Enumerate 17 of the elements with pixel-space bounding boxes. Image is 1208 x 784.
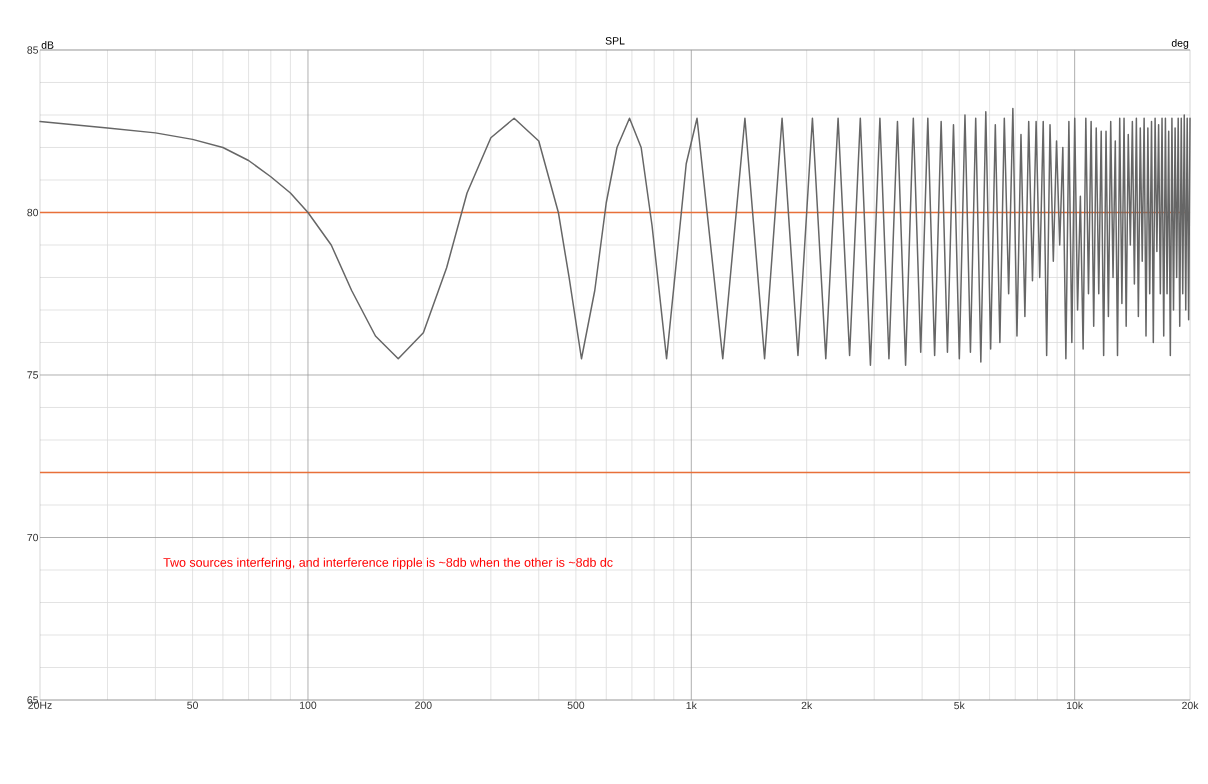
x-tick-label: 100 xyxy=(300,701,317,709)
x-tick-label: 1k xyxy=(686,701,697,710)
annotation: Two sources interfering, and interference ripple is ~8db when the other is ~8db dc xyxy=(163,557,613,570)
y-axis-title: dB xyxy=(41,41,54,49)
y-tick-label: 75 xyxy=(27,371,39,379)
y2-axis-title: deg xyxy=(1171,39,1189,49)
x-tick-label: 200 xyxy=(415,701,432,709)
x-tick-label: 5k xyxy=(954,701,965,710)
x-tick-label: 500 xyxy=(567,701,585,709)
chart-title: SPL xyxy=(605,37,625,45)
y-tick-label: 85 xyxy=(27,46,39,54)
x-tick-label: 10k xyxy=(1067,701,1084,710)
y-tick-label: 80 xyxy=(27,208,39,217)
y-tick-label: 70 xyxy=(27,533,39,542)
x-tick-label: 2k xyxy=(801,701,813,710)
x-tick-label: 20k xyxy=(1182,701,1199,710)
x-tick-label: 50 xyxy=(187,701,198,709)
